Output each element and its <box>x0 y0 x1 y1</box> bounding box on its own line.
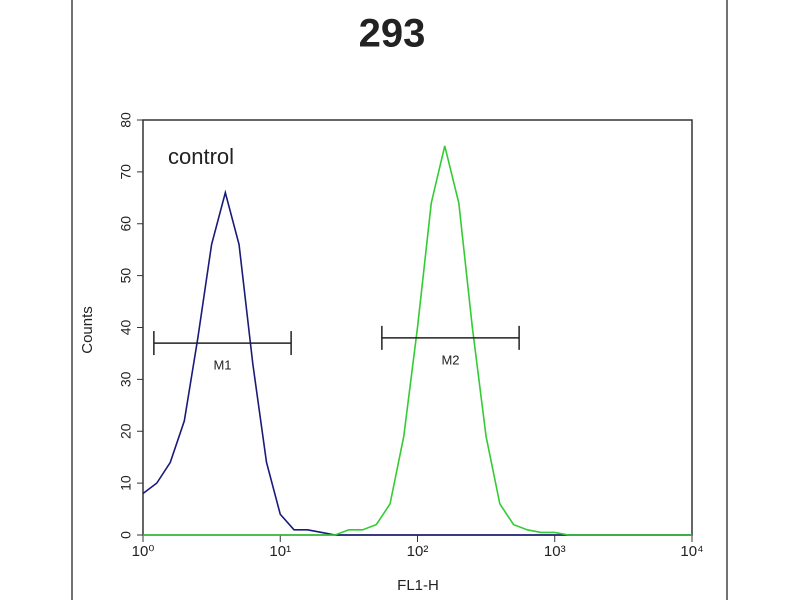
x-tick-label: 10² <box>407 543 429 560</box>
frame <box>71 0 728 600</box>
y-tick-label: 20 <box>118 423 134 439</box>
y-tick-label: 50 <box>118 268 134 284</box>
gate-label: M1 <box>213 358 231 373</box>
y-tick-label: 30 <box>118 371 134 387</box>
x-tick-label: 10³ <box>544 543 566 560</box>
y-tick-label: 0 <box>118 531 134 539</box>
y-tick-label: 70 <box>118 164 134 180</box>
x-tick-label: 10⁴ <box>680 543 703 560</box>
x-tick-label: 10¹ <box>269 543 291 560</box>
y-axis-label: Counts <box>79 306 96 354</box>
y-tick-label: 80 <box>118 112 134 128</box>
x-tick-label: 10⁰ <box>132 543 155 560</box>
y-tick-label: 40 <box>118 320 134 336</box>
chart-title: 293 <box>359 12 426 56</box>
gate-label: M2 <box>441 352 459 367</box>
x-axis-label: FL1-H <box>397 577 439 594</box>
series-line <box>143 145 692 536</box>
y-tick-label: 10 <box>118 475 134 491</box>
annotation: control <box>168 144 234 169</box>
y-tick-label: 60 <box>118 216 134 232</box>
